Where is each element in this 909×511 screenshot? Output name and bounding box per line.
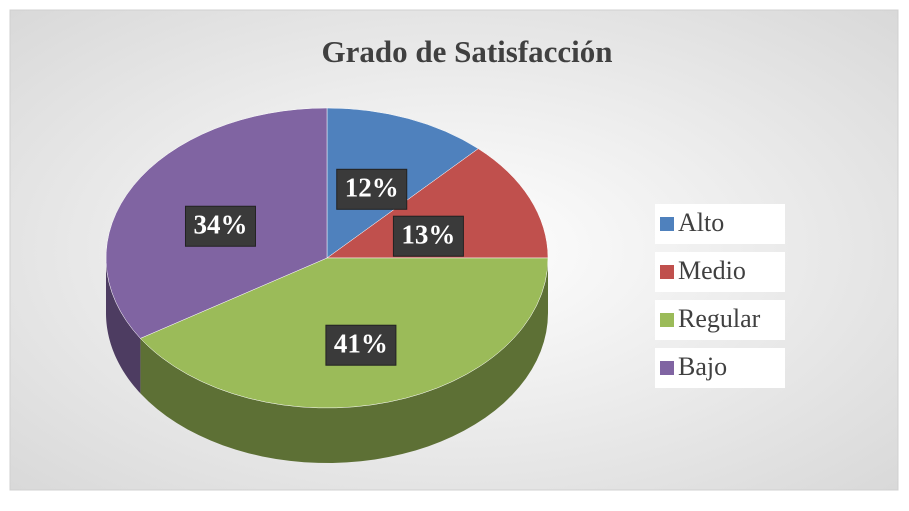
data-label-box xyxy=(184,205,256,247)
legend-background xyxy=(655,348,785,388)
data-label-box xyxy=(336,168,408,210)
data-label: 13% xyxy=(401,219,455,249)
legend-label: Bajo xyxy=(678,352,727,381)
legend-swatch xyxy=(660,217,674,231)
data-label: 34% xyxy=(193,209,247,239)
chart-title: Grado de Satisfacción xyxy=(321,34,612,69)
data-label: 12% xyxy=(345,172,399,202)
data-label-box xyxy=(325,324,397,366)
data-label-box xyxy=(392,215,464,257)
legend-swatch xyxy=(660,265,674,279)
legend-label: Medio xyxy=(678,256,746,285)
legend-background xyxy=(655,204,785,244)
legend-swatch xyxy=(660,313,674,327)
legend-label: Alto xyxy=(678,208,724,237)
legend-label: Regular xyxy=(678,304,761,333)
slice-side xyxy=(106,258,141,394)
legend-background xyxy=(655,252,785,292)
legend-swatch xyxy=(660,361,674,375)
slice-side xyxy=(140,258,548,463)
slice xyxy=(326,148,549,259)
data-label: 41% xyxy=(334,328,388,358)
legend-background xyxy=(655,300,785,340)
